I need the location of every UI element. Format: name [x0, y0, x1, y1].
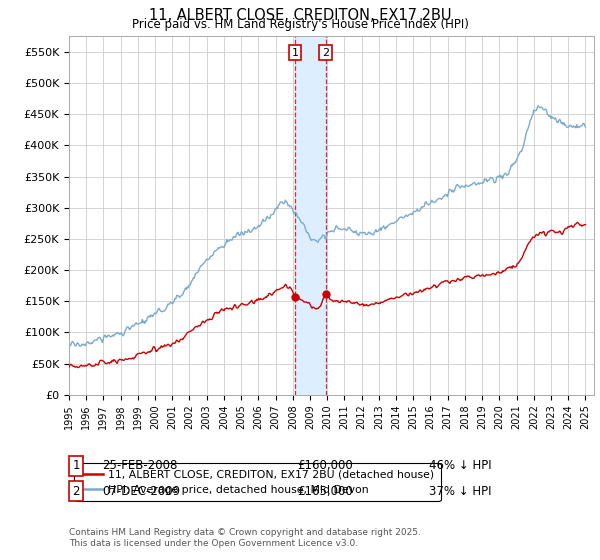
Text: £160,000: £160,000 — [297, 459, 353, 473]
Text: 2: 2 — [73, 484, 80, 498]
Text: 07-DEC-2009: 07-DEC-2009 — [102, 484, 180, 498]
Text: 1: 1 — [73, 459, 80, 473]
Text: 25-FEB-2008: 25-FEB-2008 — [102, 459, 178, 473]
Text: 11, ALBERT CLOSE, CREDITON, EX17 2BU: 11, ALBERT CLOSE, CREDITON, EX17 2BU — [149, 8, 451, 24]
Text: 2: 2 — [322, 48, 329, 58]
Text: Price paid vs. HM Land Registry's House Price Index (HPI): Price paid vs. HM Land Registry's House … — [131, 18, 469, 31]
Text: 1: 1 — [292, 48, 298, 58]
Legend: 11, ALBERT CLOSE, CREDITON, EX17 2BU (detached house), HPI: Average price, detac: 11, ALBERT CLOSE, CREDITON, EX17 2BU (de… — [74, 463, 440, 501]
Bar — [295, 36, 326, 395]
Text: Contains HM Land Registry data © Crown copyright and database right 2025.
This d: Contains HM Land Registry data © Crown c… — [69, 528, 421, 548]
Text: 46% ↓ HPI: 46% ↓ HPI — [429, 459, 491, 473]
Text: 37% ↓ HPI: 37% ↓ HPI — [429, 484, 491, 498]
Text: £165,000: £165,000 — [297, 484, 353, 498]
